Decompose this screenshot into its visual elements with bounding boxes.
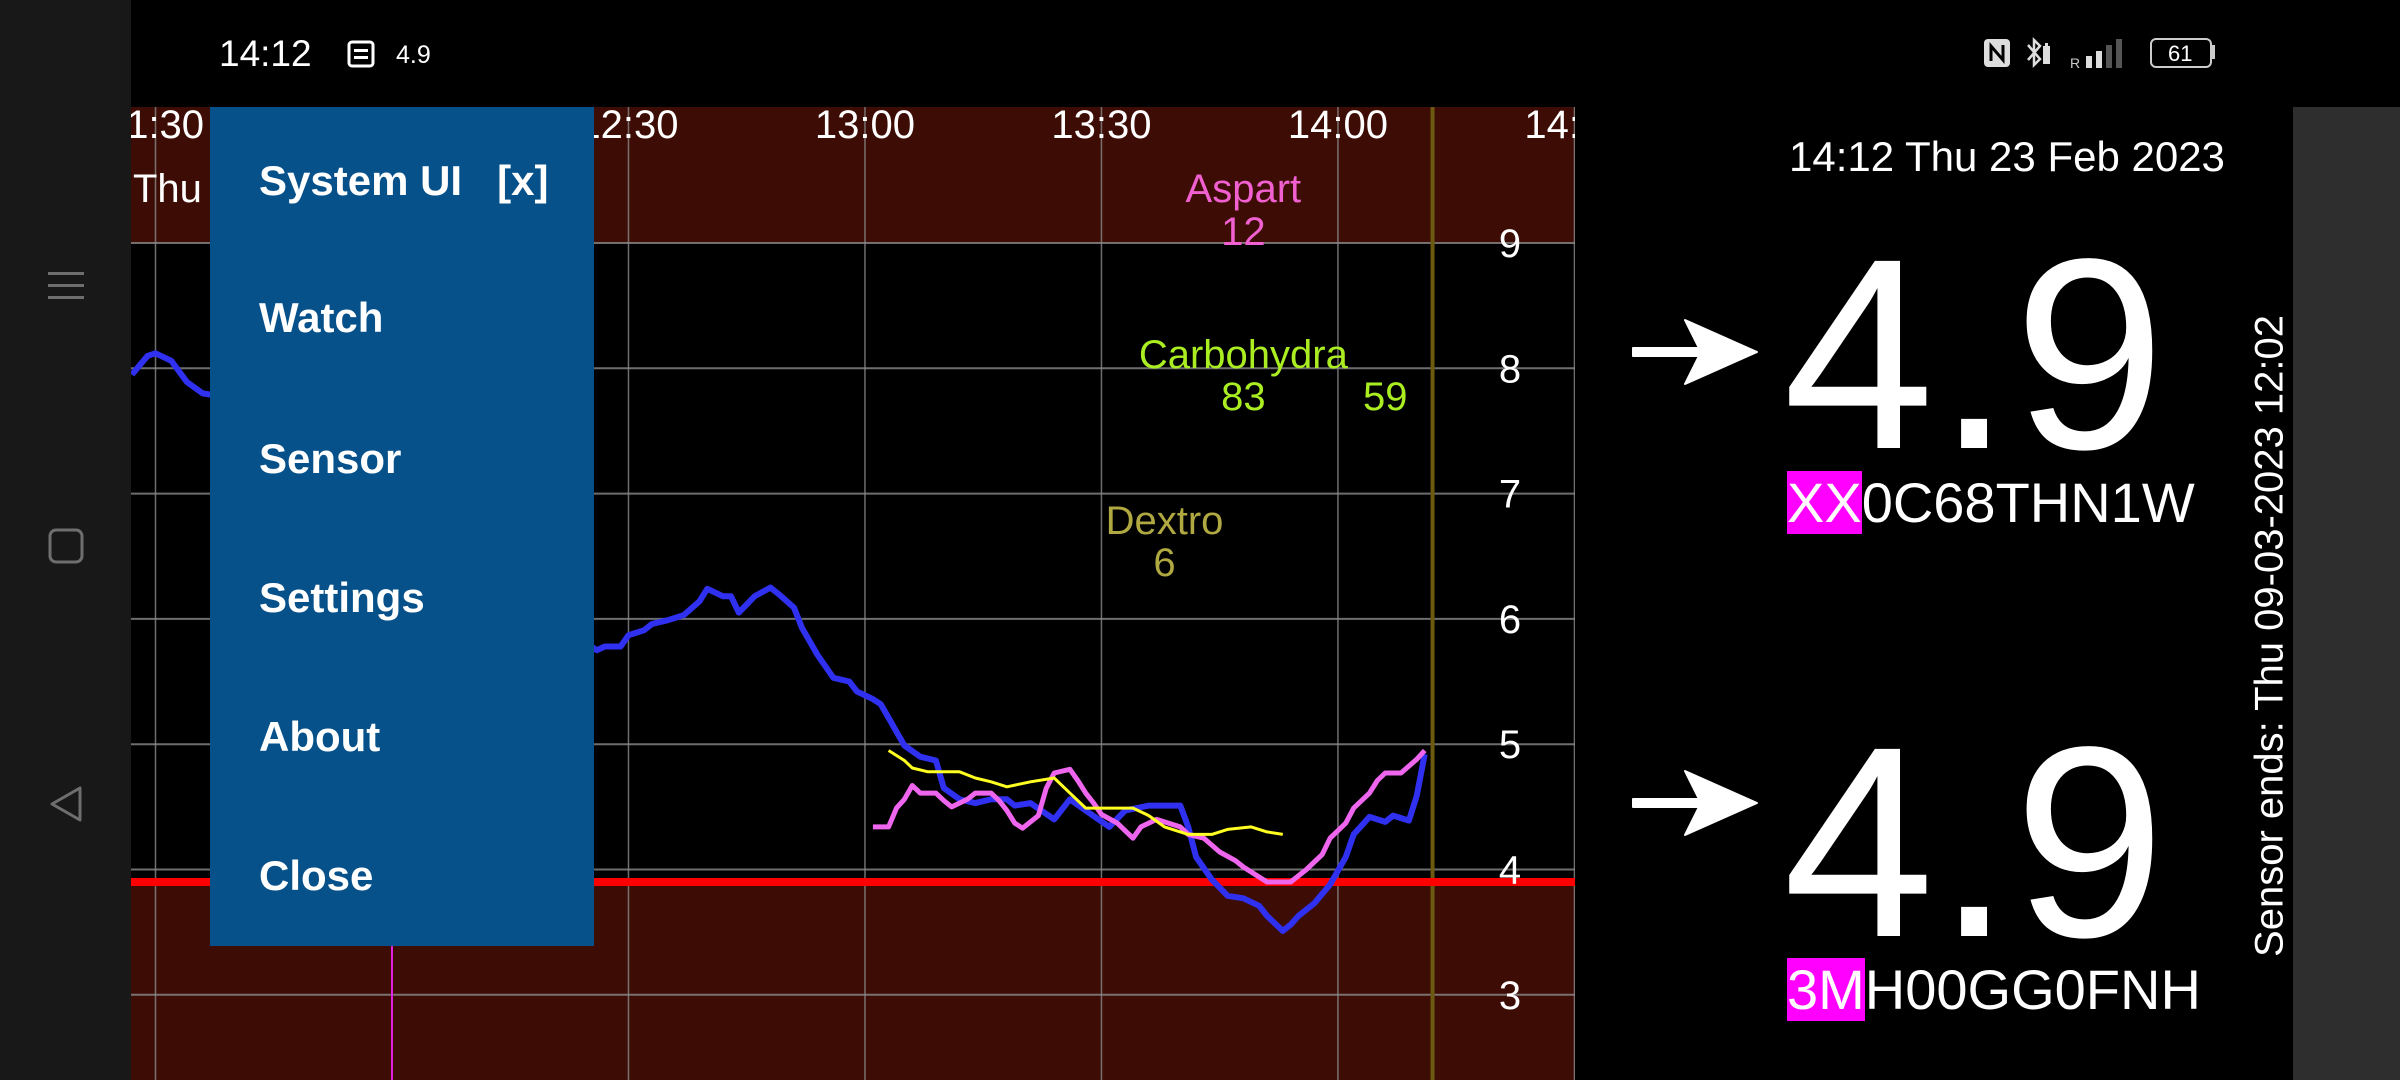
sensor-id-secondary[interactable]: 3MH00GG0FNH [1787, 958, 2201, 1021]
current-datetime: 14:12 Thu 23 Feb 2023 [1789, 133, 2225, 180]
series-line-1 [872, 748, 1427, 885]
y-tick-label: 9 [1499, 222, 1521, 266]
sensor-end-date: Sensor ends: Thu 09-03-2023 12:02 [2247, 315, 2292, 957]
series-line-2 [887, 749, 1284, 836]
notification-glucose: 4.9 [396, 41, 431, 69]
battery-icon: 61 [2150, 38, 2212, 68]
glucose-value-primary: 4.9 [1783, 202, 2168, 506]
annotation-value: 59 [1363, 375, 1408, 419]
arrow-right-icon [1632, 319, 1758, 385]
annotation-label: Aspart [1186, 167, 1302, 211]
bluetooth-battery-icon [2027, 36, 2050, 69]
navigation-bar [0, 0, 131, 1080]
right-side-panel-edge [2293, 107, 2400, 1080]
sensor-id-highlight: 3M [1787, 958, 1865, 1021]
menu-item-sensor[interactable]: Sensor [259, 435, 402, 482]
y-tick-label: 5 [1499, 723, 1521, 767]
battery-tip [2212, 45, 2215, 59]
menu-item-system-ui[interactable]: System UI [x] [259, 157, 549, 204]
menu-item-settings[interactable]: Settings [259, 574, 425, 621]
chart-area: 11:3012:0012:3013:0013:3014:0014:30Thu34… [107, 103, 1624, 1080]
y-tick-label: 7 [1499, 473, 1521, 517]
back-triangle-icon[interactable] [46, 784, 86, 824]
y-tick-label: 3 [1499, 974, 1521, 1018]
arrow-right-icon [1632, 770, 1758, 836]
popup-menu: System UI [x] Watch Sensor Settings Abou… [210, 107, 594, 946]
series-line-0 [131, 350, 1428, 934]
menu-item-close[interactable]: Close [259, 852, 374, 899]
nfc-icon [1984, 39, 2010, 67]
signal-roaming-icon [2086, 39, 2122, 68]
sensor-id-primary[interactable]: XX0C68THN1W [1787, 471, 2195, 534]
x-tick-label: 14:00 [1288, 103, 1388, 147]
menu-icon[interactable] [46, 266, 86, 306]
y-tick-label: 6 [1499, 598, 1521, 642]
sensor-id-highlight: XX [1787, 471, 1862, 534]
glucose-value-secondary: 4.9 [1783, 690, 2168, 994]
x-tick-label: 13:00 [815, 103, 915, 147]
sensor-id-rest: 0C68THN1W [1861, 471, 2195, 534]
annotation-value: 6 [1153, 541, 1175, 585]
x-tick-label: 11:30 [107, 103, 204, 147]
menu-item-about[interactable]: About [259, 713, 381, 760]
x-tick-label: 13:30 [1051, 103, 1151, 147]
y-tick-label: 4 [1499, 849, 1521, 893]
roaming-label: R [2070, 55, 2081, 71]
sensor-id-rest: H00GG0FNH [1864, 958, 2201, 1021]
notes-icon [347, 40, 375, 68]
annotation-label: Dextro [1106, 499, 1224, 543]
status-time: 14:12 [219, 33, 312, 74]
x-tick-label: 12:30 [578, 103, 678, 147]
y-tick-label: 8 [1499, 347, 1521, 391]
x-tick-label: 14:30 [1524, 103, 1624, 147]
annotation-value: 12 [1221, 210, 1266, 254]
day-label: Thu [133, 167, 202, 211]
battery-level: 61 [2168, 41, 2193, 66]
status-bar: 14:12 4.9 R 61 [131, 0, 2400, 107]
menu-item-watch[interactable]: Watch [259, 294, 384, 341]
home-square-icon[interactable] [46, 526, 86, 566]
annotation-value: 83 [1221, 375, 1266, 419]
annotation-label: Carbohydra [1139, 333, 1349, 377]
